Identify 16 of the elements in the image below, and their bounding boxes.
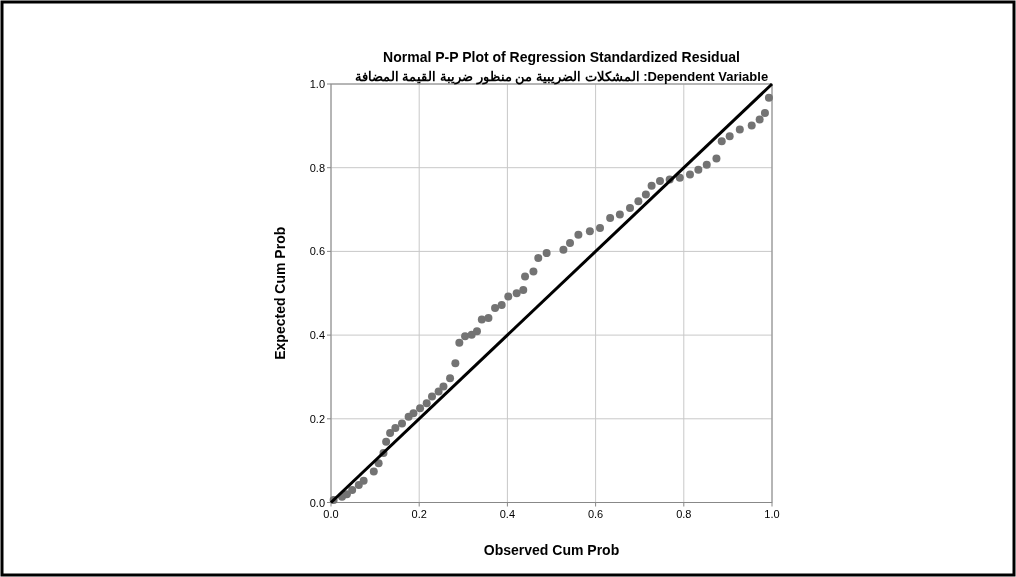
y-tick-label: 0.6 bbox=[309, 245, 325, 258]
x-tick-label: 1.0 bbox=[764, 507, 780, 520]
x-tick-label: 0.4 bbox=[499, 507, 516, 520]
x-tick-label: 0.0 bbox=[323, 507, 339, 520]
x-tick-label: 0.6 bbox=[587, 507, 604, 520]
x-axis-title: Observed Cum Prob bbox=[483, 542, 620, 558]
y-tick-label: 0.4 bbox=[309, 329, 325, 342]
chart-title: Normal P-P Plot of Regression Standardized Residual bbox=[383, 49, 740, 65]
y-tick-label: 0.2 bbox=[309, 412, 325, 425]
y-tick-label: 0.0 bbox=[309, 496, 325, 509]
x-tick-label: 0.2 bbox=[411, 507, 427, 520]
y-tick-label: 0.8 bbox=[309, 161, 325, 174]
y-axis-title: Expected Cum Prob bbox=[272, 226, 288, 360]
y-tick-label: 1.0 bbox=[309, 78, 325, 90]
x-tick-label: 0.8 bbox=[676, 507, 692, 520]
chart-subtitle: Dependent Variable: المشكلات الضريبية من منظور ضريبة القيمة المضافة bbox=[354, 69, 769, 85]
